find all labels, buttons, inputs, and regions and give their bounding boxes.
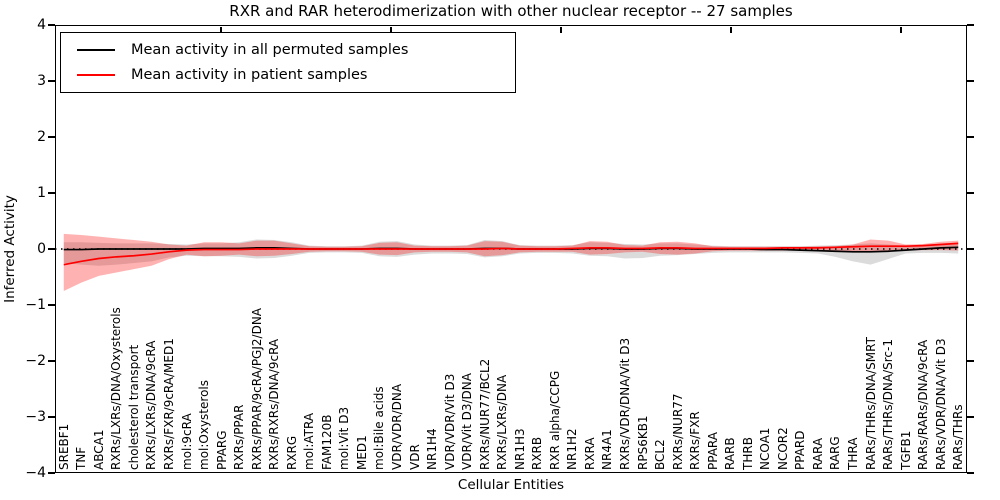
x-tick-label: RXRs/RXRs/DNA/9cRA <box>267 338 282 470</box>
y-tick-left <box>48 192 55 194</box>
x-tick-label: RXR alpha/CCPG <box>547 370 562 470</box>
y-tick-right <box>967 248 974 250</box>
x-tick-label: RXRs/LXRs/DNA <box>495 374 510 470</box>
y-tick-right <box>967 192 974 194</box>
x-tick-label: mol:Bile acids <box>372 386 387 470</box>
x-tick-label: RARA <box>810 437 825 470</box>
y-tick-right <box>967 304 974 306</box>
x-tick-label: THRB <box>740 437 755 470</box>
x-tick-label: PPARA <box>705 432 720 470</box>
y-tick-left <box>48 248 55 250</box>
x-tick-label: mol:ATRA <box>302 412 317 470</box>
x-tick-label: THRA <box>846 437 860 470</box>
y-tick-left <box>48 80 55 82</box>
x-tick-label: VDR/VDR/DNA <box>390 383 404 470</box>
permuted-line-swatch <box>77 49 115 51</box>
legend-label-patient: Mean activity in patient samples <box>131 67 368 83</box>
y-tick-right <box>967 472 974 474</box>
x-tick-top <box>560 26 562 33</box>
x-tick-top <box>730 26 732 33</box>
x-tick-label: RXRs/FXR/9cRA/MED1 <box>162 338 176 470</box>
x-tick-label: TNF <box>74 446 89 470</box>
y-tick-right <box>967 24 974 26</box>
x-tick-label: VDR/Vit D3/DNA <box>460 373 475 470</box>
x-axis-label: Cellular Entities <box>457 477 565 493</box>
legend-item-permuted: Mean activity in all permuted samples <box>61 42 515 58</box>
chart-title: RXR and RAR heterodimerization with othe… <box>229 2 793 20</box>
patient-mean-line <box>63 242 959 266</box>
y-tick-left <box>48 416 55 418</box>
y-tick-left <box>48 472 55 474</box>
legend-label-permuted: Mean activity in all permuted samples <box>131 42 409 58</box>
x-tick-label: NR1H2 <box>565 428 580 470</box>
y-tick-label: −2 <box>25 353 46 369</box>
x-tick-label: NCOR2 <box>775 427 790 470</box>
y-tick-label: 2 <box>37 129 46 145</box>
x-tick-label: PPARD <box>793 430 808 471</box>
x-tick-label: RXRs/PPAR/9cRA/PGJ2/DNA <box>249 308 264 470</box>
x-tick-label: RPS6KB1 <box>635 415 650 470</box>
legend-box: Mean activity in all permuted samples Me… <box>60 32 516 93</box>
x-tick-label: mol:Oxysterols <box>197 380 212 470</box>
y-tick-right <box>967 80 974 82</box>
x-tick-top <box>220 26 222 33</box>
x-tick-label: RXRs/NUR77 <box>670 393 685 470</box>
x-tick-label: RXRB <box>530 436 545 470</box>
y-tick-left <box>48 24 55 26</box>
x-tick-label: NR1H3 <box>512 428 527 470</box>
x-tick-label: NR1H4 <box>425 428 440 470</box>
x-tick-label: mol:9cRA <box>179 413 194 470</box>
x-tick-label: SREBF1 <box>56 423 71 470</box>
x-tick-label: mol:Vit D3 <box>337 406 352 470</box>
x-tick-label: RARs/THRs <box>951 404 966 470</box>
y-tick-label: −4 <box>25 465 46 481</box>
x-tick-label: RXRs/NUR77/BCL2 <box>477 358 492 470</box>
x-tick-label: RARG <box>828 436 843 470</box>
legend-item-patient: Mean activity in patient samples <box>61 67 515 83</box>
x-tick-label: RXRs/VDR/DNA/Vit D3 <box>618 337 632 470</box>
x-tick-top <box>390 26 392 33</box>
x-tick-label: RARs/RARs/DNA/9cRA <box>916 339 931 470</box>
x-tick-label: RARs/VDR/DNA/Vit D3 <box>933 338 948 470</box>
x-tick-label: RXRA <box>582 437 597 470</box>
x-tick-label: MED1 <box>354 435 369 470</box>
x-tick-label: RXRG <box>284 435 299 470</box>
permuted-confidence-band <box>63 239 959 266</box>
y-tick-label: 4 <box>37 17 46 33</box>
y-tick-label: −3 <box>25 409 46 425</box>
x-tick-label: cholesterol transport <box>126 344 141 470</box>
x-tick-label: FAM120B <box>319 414 334 471</box>
x-tick-label: NR4A1 <box>600 429 615 470</box>
y-tick-label: 3 <box>37 73 46 89</box>
x-tick-label: VDR <box>407 444 422 470</box>
y-tick-label: 1 <box>37 185 46 201</box>
x-tick-top <box>900 26 902 33</box>
patient-line-swatch <box>77 74 115 76</box>
x-tick-label: VDR/VDR/Vit D3 <box>442 373 457 470</box>
y-tick-left <box>48 360 55 362</box>
x-tick-label: BCL2 <box>653 439 668 470</box>
chart-plot-svg <box>55 233 967 291</box>
y-tick-right <box>967 136 974 138</box>
y-tick-left <box>48 304 55 306</box>
x-tick-label: RXRs/LXRs/DNA/9cRA <box>144 340 159 471</box>
y-tick-label: 0 <box>37 241 46 257</box>
x-tick-label: RXRs/PPAR <box>232 404 247 470</box>
x-tick-label: RARB <box>723 437 738 470</box>
x-tick-label: RXRs/FXR <box>688 411 703 470</box>
patient-confidence-band <box>63 233 959 291</box>
x-tick-label: NCOA1 <box>758 427 773 470</box>
x-tick-label: TGFB1 <box>898 430 913 470</box>
x-tick-label: RARs/THRs/DNA/SMRT <box>863 337 878 470</box>
x-tick-label: RARs/THRs/DNA/Src-1 <box>881 339 896 470</box>
y-tick-left <box>48 136 55 138</box>
x-tick-label: ABCA1 <box>91 429 106 470</box>
y-tick-right <box>967 360 974 362</box>
y-tick-right <box>967 416 974 418</box>
y-tick-label: −1 <box>25 297 46 313</box>
x-tick-label: RXRs/LXRs/DNA/Oxysterols <box>109 307 124 470</box>
x-tick-label: PPARG <box>214 430 229 470</box>
